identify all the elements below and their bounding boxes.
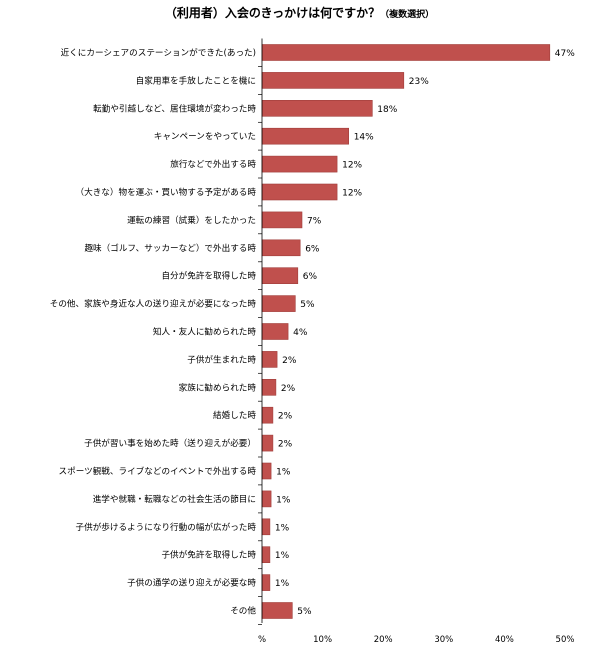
data-label: 7% <box>307 216 322 226</box>
data-label: 1% <box>275 579 290 589</box>
bar <box>261 44 551 61</box>
data-label: 5% <box>300 300 315 310</box>
data-label: 2% <box>278 440 293 450</box>
category-label: 自家用車を手放したことを機に <box>136 74 256 86</box>
bar <box>261 155 338 173</box>
data-label: 6% <box>305 244 320 254</box>
category-label: 趣味（ゴルフ、サッカーなど）で外出する時 <box>84 242 256 254</box>
bar <box>261 211 303 229</box>
bar <box>261 239 301 257</box>
x-tick-label: 30% <box>434 635 453 645</box>
bar <box>261 546 271 564</box>
data-label: 1% <box>275 551 290 561</box>
bar <box>261 183 338 201</box>
x-tick-label: % <box>258 635 266 645</box>
category-label: 子供が習い事を始めた時（送り迎えが必要） <box>84 437 256 449</box>
x-tick-label: 20% <box>374 635 393 645</box>
category-label: 進学や就職・転職などの社会生活の節目に <box>93 493 256 505</box>
category-label: 運転の練習（試乗）をしたかった <box>127 214 256 226</box>
category-label: 結婚した時 <box>213 409 256 421</box>
data-label: 18% <box>377 105 397 115</box>
data-label: 14% <box>354 133 374 143</box>
bar <box>261 100 373 117</box>
category-label: 自分が免許を取得した時 <box>161 270 256 282</box>
data-label: 4% <box>293 328 308 338</box>
bars-layer <box>261 44 551 619</box>
bar <box>261 518 271 536</box>
category-label: 旅行などで外出する時 <box>170 158 256 170</box>
bar <box>261 323 289 340</box>
category-label: その他、家族や身近な人の送り迎えが必要になった時 <box>50 298 257 310</box>
category-label: 転勤や引越しなど、居住環境が変わった時 <box>93 102 256 114</box>
x-tick-label: 50% <box>556 635 575 645</box>
bar <box>261 490 272 508</box>
data-label: 2% <box>281 384 296 394</box>
data-label: 5% <box>297 607 312 617</box>
data-label: 12% <box>342 189 362 199</box>
bar <box>261 434 274 452</box>
chart-title-note: （複数選択） <box>380 10 435 20</box>
category-label: 子供が歩けるようになり行動の幅が広がった時 <box>76 521 257 533</box>
bar <box>261 378 277 396</box>
bar <box>261 267 299 285</box>
category-label: 知人・友人に勧められた時 <box>153 326 257 338</box>
bar <box>261 72 405 89</box>
data-label: 1% <box>276 468 291 478</box>
axis-layer: 近くにカーシェアのステーションができた(あった) 47% 自家用車を手放したことを機… <box>50 38 575 645</box>
category-label: その他 <box>230 605 256 617</box>
chart-title: （利用者）入会のきっかけは何ですか？（複数選択） <box>0 4 599 21</box>
bar <box>261 406 274 424</box>
data-label: 1% <box>276 495 291 505</box>
category-label: 子供の通学の送り迎えが必要な時 <box>127 577 256 589</box>
x-tick-label: 40% <box>495 635 514 645</box>
data-label: 23% <box>409 77 429 87</box>
category-label: 子供が生まれた時 <box>187 353 256 365</box>
bar <box>261 602 293 619</box>
bar <box>261 295 296 312</box>
category-label: （大きな）物を運ぶ・買い物する予定がある時 <box>76 186 257 198</box>
data-label: 1% <box>275 523 290 533</box>
category-label: 近くにカーシェアのステーションができた(あった) <box>61 47 256 59</box>
data-label: 12% <box>342 161 362 171</box>
data-label: 2% <box>278 412 293 422</box>
bar <box>261 127 349 145</box>
x-tick-label: 10% <box>313 635 332 645</box>
bar <box>261 574 271 591</box>
category-label: スポーツ観戦、ライブなどのイベントで外出する時 <box>59 465 257 477</box>
chart-title-main: （利用者）入会のきっかけは何ですか？ <box>164 6 381 20</box>
bar <box>261 462 272 480</box>
data-label: 47% <box>555 49 575 59</box>
data-label: 6% <box>303 272 318 282</box>
data-label: 2% <box>282 356 297 366</box>
category-label: 子供が免許を取得した時 <box>161 549 256 561</box>
category-label: 家族に勧められた時 <box>179 381 257 393</box>
category-label: キャンペーンをやっていた <box>154 131 256 142</box>
bar <box>261 351 278 368</box>
